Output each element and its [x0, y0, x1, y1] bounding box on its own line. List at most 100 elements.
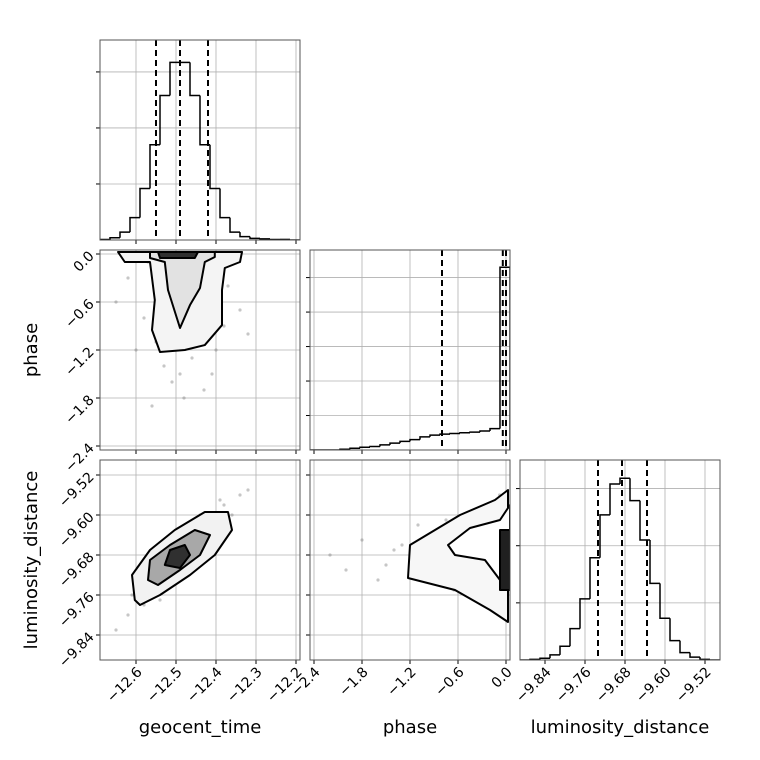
histogram-step — [649, 540, 660, 585]
histogram-step — [579, 598, 590, 629]
panel-frame — [309, 459, 511, 661]
panel — [100, 250, 300, 450]
sample-point — [226, 284, 230, 288]
histogram-step — [119, 231, 130, 238]
histogram-step — [399, 440, 410, 444]
sample-point — [202, 388, 206, 392]
histogram-step — [419, 436, 430, 440]
sample-point — [218, 498, 222, 502]
panel — [310, 460, 510, 660]
x-tick-label: −1.8 — [336, 664, 371, 699]
y-tick-label: −9.68 — [56, 549, 98, 591]
histogram-step — [629, 478, 640, 502]
histogram-step — [689, 652, 700, 658]
histogram-step — [249, 236, 260, 240]
y-tick-label: −9.60 — [56, 509, 98, 551]
sample-point — [344, 568, 348, 572]
histogram-step — [609, 483, 620, 515]
sample-point — [178, 372, 182, 376]
sample-point — [210, 372, 214, 376]
histogram-step — [219, 188, 230, 219]
histogram-step — [569, 627, 580, 647]
sample-point — [170, 380, 174, 384]
sample-point — [222, 503, 226, 507]
sample-point — [238, 308, 242, 312]
y-tick-label: −9.52 — [56, 469, 98, 511]
sample-point — [360, 538, 364, 542]
histogram-step — [699, 657, 710, 660]
sample-point — [400, 543, 404, 547]
histogram-step — [349, 447, 360, 450]
histogram-step — [369, 445, 380, 448]
x-tick-label: −9.52 — [673, 664, 715, 706]
histogram-step — [239, 232, 250, 238]
histogram-step — [559, 645, 570, 655]
panel — [310, 250, 510, 450]
panel — [100, 460, 300, 660]
histogram-step — [479, 430, 490, 433]
histogram-step — [209, 144, 220, 190]
sample-point — [126, 276, 130, 280]
histogram-step — [109, 237, 120, 240]
sample-point — [238, 493, 242, 497]
sample-point — [376, 578, 380, 582]
y-tick-label: −1.2 — [62, 344, 97, 379]
y-tick-label: −0.6 — [62, 296, 97, 331]
x-tick-label: −12.3 — [224, 664, 266, 706]
histogram-step — [639, 500, 650, 541]
histogram-step — [679, 640, 690, 654]
sample-point — [190, 356, 194, 360]
sample-point — [130, 593, 134, 597]
histogram-step — [429, 434, 440, 437]
sample-point — [246, 332, 250, 336]
sample-point — [158, 598, 162, 602]
histogram-step — [129, 216, 140, 233]
panel-frame — [99, 39, 301, 241]
histogram-step — [449, 432, 460, 435]
histogram-step — [549, 654, 560, 659]
y-axis-label: luminosity_distance — [21, 471, 42, 650]
panel — [520, 460, 720, 660]
contour — [163, 544, 191, 569]
sample-point — [246, 488, 250, 492]
panel — [100, 40, 300, 240]
sample-point — [126, 613, 130, 617]
histogram-step — [259, 238, 270, 240]
histogram-step — [499, 266, 510, 450]
histogram-step — [459, 432, 470, 434]
x-axis-label: luminosity_distance — [531, 717, 710, 738]
sample-point — [416, 523, 420, 527]
sample-point — [444, 518, 448, 522]
panel-frame — [99, 249, 301, 451]
x-tick-label: −9.76 — [553, 664, 595, 706]
sample-point — [328, 553, 332, 557]
sample-point — [222, 324, 226, 328]
histogram-step — [229, 217, 240, 233]
x-tick-label: −12.4 — [184, 664, 226, 706]
y-tick-label: −2.4 — [62, 440, 97, 475]
panel-frame — [309, 249, 511, 451]
x-tick-label: 0.0 — [489, 664, 516, 691]
y-tick-label: −9.84 — [56, 629, 98, 671]
histogram-step — [269, 238, 280, 240]
sample-point — [230, 513, 234, 517]
x-tick-label: −1.2 — [384, 664, 419, 699]
sample-point — [392, 548, 396, 552]
histogram-step — [659, 583, 670, 620]
x-axis-label: phase — [383, 717, 437, 738]
sample-point — [182, 396, 186, 400]
histogram-step — [199, 95, 210, 146]
y-tick-label: 0.0 — [71, 248, 98, 275]
panel-frame — [519, 459, 721, 661]
sample-point — [384, 563, 388, 567]
contour — [157, 251, 199, 259]
histogram-step — [469, 431, 480, 433]
histogram-step — [169, 61, 180, 96]
histogram-step — [100, 238, 110, 240]
contour — [499, 529, 510, 591]
histogram-step — [599, 514, 610, 558]
histogram-step — [359, 446, 370, 449]
histogram-step — [139, 187, 150, 218]
y-tick-label: −1.8 — [62, 392, 97, 427]
